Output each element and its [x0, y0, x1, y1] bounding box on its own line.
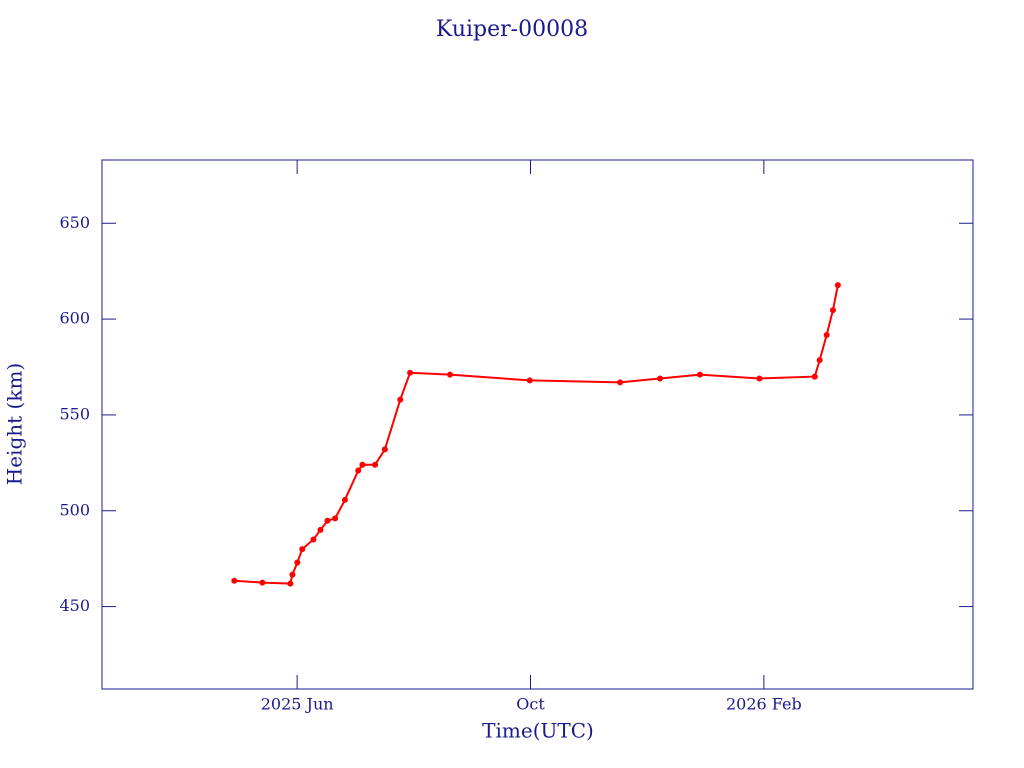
x-tick-label: Oct [516, 695, 545, 714]
data-point [294, 559, 301, 566]
data-point [231, 577, 238, 584]
x-axis-label: Time(UTC) [482, 719, 594, 743]
y-axis-label: Height (km) [3, 363, 27, 485]
data-point [811, 373, 818, 380]
data-point [696, 371, 703, 378]
data-point [617, 379, 624, 386]
y-tick-label: 450 [59, 596, 90, 615]
data-point [259, 579, 266, 586]
y-tick-label: 600 [59, 309, 90, 328]
data-point [834, 282, 841, 289]
data-point [381, 446, 388, 453]
data-point [829, 307, 836, 314]
y-tick-label: 500 [59, 500, 90, 519]
data-point [359, 461, 366, 468]
y-tick-label: 650 [59, 213, 90, 232]
data-point [397, 396, 404, 403]
y-tick-label: 550 [59, 404, 90, 423]
data-point [324, 517, 331, 524]
data-point [816, 357, 823, 364]
data-point [355, 467, 362, 474]
plot-frame [101, 159, 974, 690]
data-point [332, 515, 339, 522]
data-point [446, 371, 453, 378]
series-line [234, 284, 839, 585]
data-point [372, 461, 379, 468]
data-point [407, 369, 414, 376]
data-point [657, 375, 664, 382]
data-point [287, 580, 294, 587]
x-tick-label: 2025 Jun [261, 695, 334, 714]
data-point [317, 526, 324, 533]
data-point [526, 377, 533, 384]
data-point [341, 496, 348, 503]
x-tick-label: 2026 Feb [726, 695, 802, 714]
data-point [289, 571, 296, 578]
data-point [756, 375, 763, 382]
data-point [299, 546, 306, 553]
chart-title: Kuiper-00008 [436, 17, 588, 42]
data-point [310, 536, 317, 543]
data-point [823, 331, 830, 338]
